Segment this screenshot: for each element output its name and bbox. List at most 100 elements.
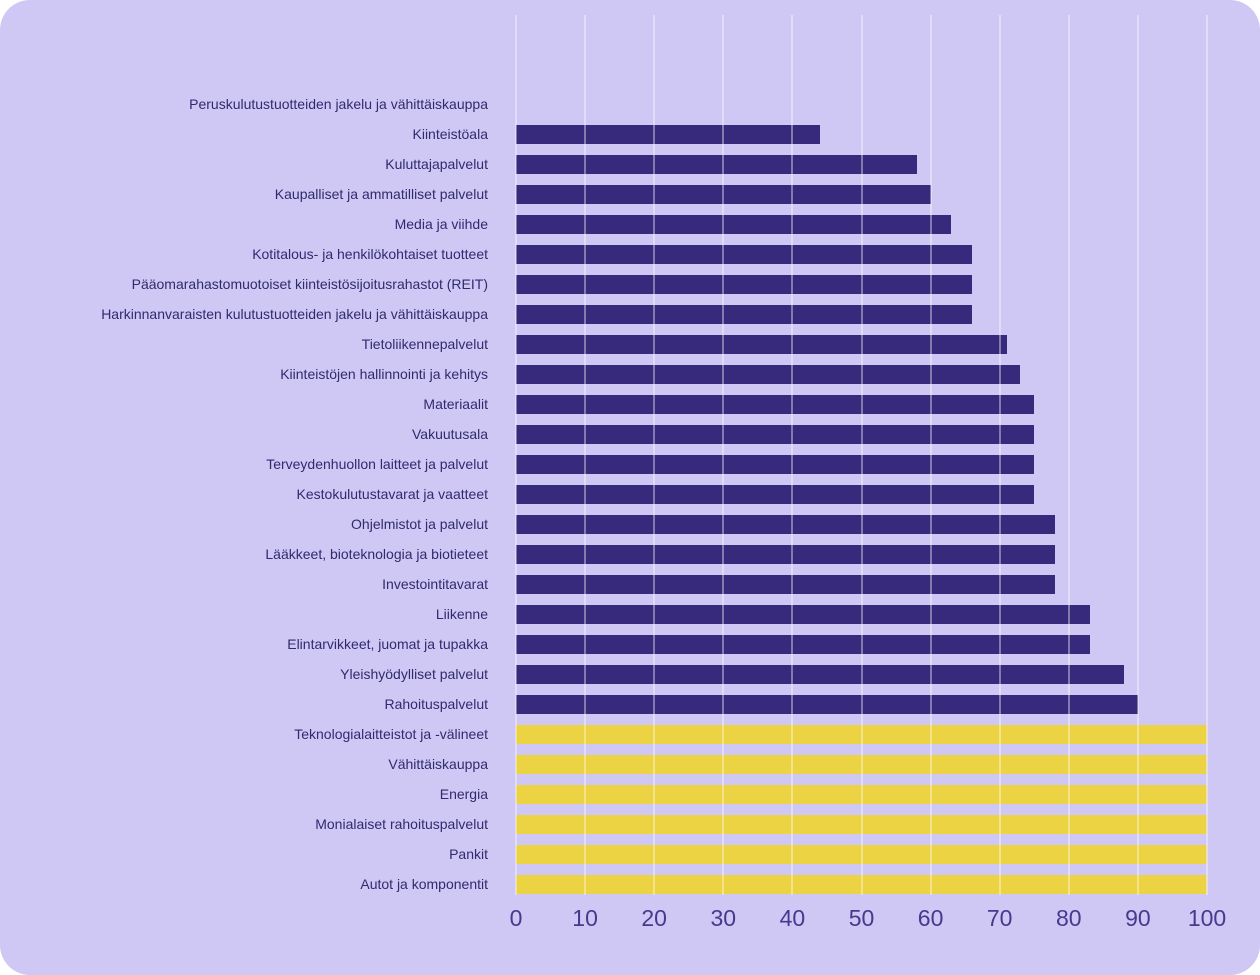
bar-track: [516, 274, 1207, 294]
bar: [516, 574, 1055, 594]
bar: [516, 754, 1207, 774]
bar-track: [516, 574, 1207, 594]
bar-track: [516, 394, 1207, 414]
bar-track: [516, 304, 1207, 324]
bar: [516, 244, 973, 264]
bar-track: [516, 424, 1207, 444]
bar: [516, 664, 1125, 684]
bar-track: [516, 154, 1207, 174]
x-tick-label: 90: [1125, 905, 1151, 931]
category-label: Kotitalous- ja henkilökohtaiset tuotteet: [252, 246, 488, 262]
chart-row: Lääkkeet, bioteknologia ja biotieteet: [0, 539, 1260, 569]
bar-track: [516, 634, 1207, 654]
bar-track: [516, 814, 1207, 834]
category-label: Lääkkeet, bioteknologia ja biotieteet: [265, 546, 488, 562]
category-label: Ohjelmistot ja palvelut: [351, 516, 488, 532]
bar: [516, 544, 1055, 564]
category-label: Liikenne: [435, 606, 488, 622]
bar: [516, 724, 1207, 744]
chart-row: Tietoliikennepalvelut: [0, 329, 1260, 359]
category-label: Kaupalliset ja ammatilliset palvelut: [274, 186, 488, 202]
bar-track: [516, 694, 1207, 714]
chart-row: Kiinteistöjen hallinnointi ja kehitys: [0, 359, 1260, 389]
category-label: Tietoliikennepalvelut: [361, 336, 488, 352]
chart-row: Ohjelmistot ja palvelut: [0, 509, 1260, 539]
bar-track: [516, 664, 1207, 684]
bar: [516, 484, 1035, 504]
bar: [516, 364, 1021, 384]
x-tick-label: 70: [986, 905, 1013, 931]
category-label: Energia: [439, 786, 488, 802]
category-label: Rahoituspalvelut: [384, 696, 488, 712]
bar-track: [516, 784, 1207, 804]
category-label: Terveydenhuollon laitteet ja palvelut: [266, 456, 488, 472]
x-tick-label: 50: [848, 905, 875, 931]
x-tick-label: 10: [572, 905, 598, 931]
bar-track: [516, 754, 1207, 774]
category-label: Vähittäiskauppa: [388, 756, 488, 772]
bar-rows: Peruskulutustuotteiden jakelu ja vähittä…: [0, 89, 1260, 899]
category-label: Elintarvikkeet, juomat ja tupakka: [287, 636, 488, 652]
chart-row: Liikenne: [0, 599, 1260, 629]
bar-track: [516, 95, 1207, 114]
bar-track: [516, 214, 1207, 234]
chart-row: Media ja viihde: [0, 209, 1260, 239]
bar: [516, 274, 973, 294]
x-tick-label: 80: [1056, 905, 1082, 931]
bar: [516, 844, 1207, 864]
chart-row: Harkinnanvaraisten kulutustuotteiden jak…: [0, 299, 1260, 329]
chart-row: Peruskulutustuotteiden jakelu ja vähittä…: [0, 89, 1260, 119]
bar: [516, 784, 1207, 804]
bar: [516, 394, 1035, 414]
bar: [516, 124, 821, 144]
bar-track: [516, 454, 1207, 474]
bar-track: [516, 244, 1207, 264]
bar: [516, 514, 1055, 534]
bar: [516, 604, 1090, 624]
category-label: Pääomarahastomuotoiset kiinteistösijoitu…: [131, 276, 488, 292]
bar-track: [516, 724, 1207, 744]
bar-track: [516, 604, 1207, 624]
chart-row: Yleishyödylliset palvelut: [0, 659, 1260, 689]
chart-row: Teknologialaitteistot ja -välineet: [0, 719, 1260, 749]
chart-row: Vähittäiskauppa: [0, 749, 1260, 779]
bar: [516, 154, 917, 174]
chart-row: Pääomarahastomuotoiset kiinteistösijoitu…: [0, 269, 1260, 299]
bar: [516, 304, 973, 324]
chart-row: Kestokulutustavarat ja vaatteet: [0, 479, 1260, 509]
category-label: Peruskulutustuotteiden jakelu ja vähittä…: [189, 96, 488, 112]
chart-row: Kiinteistöala: [0, 119, 1260, 149]
x-tick-label: 100: [1187, 905, 1227, 931]
category-label: Kestokulutustavarat ja vaatteet: [296, 486, 488, 502]
category-label: Yleishyödylliset palvelut: [340, 666, 488, 682]
category-label: Materiaalit: [423, 396, 488, 412]
chart-row: Kaupalliset ja ammatilliset palvelut: [0, 179, 1260, 209]
bar: [516, 454, 1035, 474]
bar-track: [516, 334, 1207, 354]
x-axis: 0 10 20 30 40 50 60 70 80 90 100: [510, 905, 1227, 941]
category-label: Investointitavarat: [382, 576, 488, 592]
category-label: Harkinnanvaraisten kulutustuotteiden jak…: [101, 306, 488, 322]
chart-row: Rahoituspalvelut: [0, 689, 1260, 719]
x-tick-label: 30: [710, 905, 737, 931]
category-label: Autot ja komponentit: [360, 876, 488, 892]
category-label: Kiinteistöjen hallinnointi ja kehitys: [280, 366, 488, 382]
x-tick-label: 60: [917, 905, 944, 931]
x-tick-label: 40: [779, 905, 806, 931]
chart-row: Investointitavarat: [0, 569, 1260, 599]
bar-track: [516, 124, 1207, 144]
bar-track: [516, 544, 1207, 564]
chart-row: Elintarvikkeet, juomat ja tupakka: [0, 629, 1260, 659]
bar: [516, 334, 1007, 354]
chart-row: Pankit: [0, 839, 1260, 869]
x-tick-label: 20: [641, 905, 667, 931]
category-label: Kuluttajapalvelut: [385, 156, 488, 172]
bar: [516, 814, 1207, 834]
bar-track: [516, 874, 1207, 894]
chart-row: Monialaiset rahoituspalvelut: [0, 809, 1260, 839]
chart-row: Terveydenhuollon laitteet ja palvelut: [0, 449, 1260, 479]
category-label: Media ja viihde: [394, 216, 488, 232]
category-label: Vakuutusala: [411, 426, 488, 442]
chart-row: Autot ja komponentit: [0, 869, 1260, 899]
